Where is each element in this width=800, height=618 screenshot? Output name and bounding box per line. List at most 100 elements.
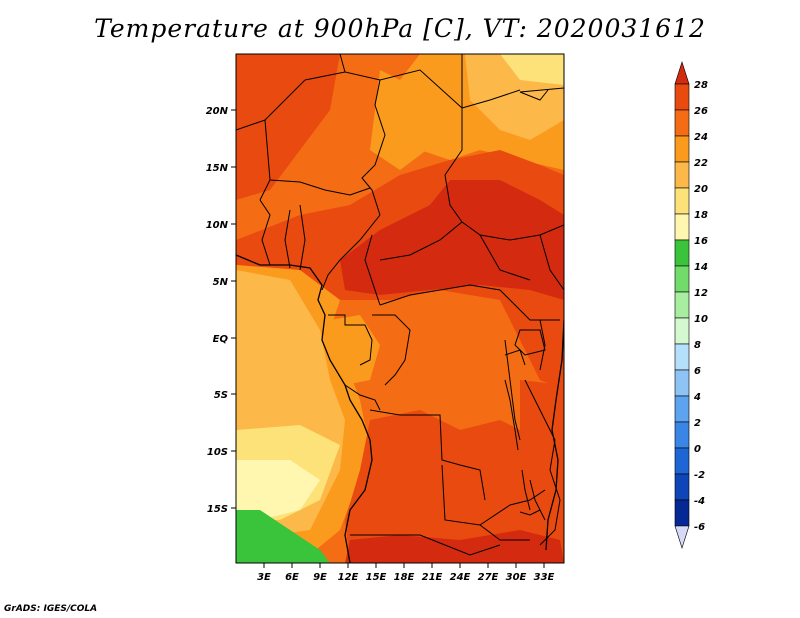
colorbar-segment: [674, 239, 690, 267]
border-benin: [299, 204, 306, 271]
border-tanzania: [524, 379, 556, 471]
colorbar-segment: [674, 343, 690, 371]
colorbar-segment: [674, 291, 690, 319]
field-east-hot: [520, 380, 564, 470]
chart-title: Temperature at 900hPa [C], VT: 202003161…: [94, 14, 706, 43]
coastline-east-africa: [545, 319, 564, 551]
lon-label-6e: 6E: [285, 572, 299, 583]
colorbar-label: 8: [694, 340, 701, 351]
colorbar-label: 4: [693, 392, 701, 403]
border-malawi: [529, 479, 546, 521]
colorbar-segment: [674, 447, 690, 475]
colorbar-segment: [674, 317, 690, 345]
border-cameroon: [364, 234, 381, 306]
latitude-axis: 20N 15N 10N 5N EQ 5S 10S 15S: [206, 106, 236, 515]
border-drc-west: [344, 384, 381, 411]
colorbar-label: 6: [694, 366, 701, 377]
border-mozambique-east: [539, 469, 561, 546]
border-nigeria: [269, 179, 371, 196]
colorbar-segment: [674, 265, 690, 293]
colorbar-label: 18: [694, 210, 708, 221]
colorbar-label: 24: [694, 132, 708, 143]
country-borders: [236, 54, 564, 563]
colorbar-label: 10: [694, 314, 708, 325]
field-north-west-hot: [236, 54, 340, 200]
colorbar-label: -2: [694, 470, 705, 481]
grads-credit: GrADS: IGES/COLA: [4, 604, 98, 614]
lon-label-12e: 12E: [338, 572, 359, 583]
colorbar-segment: [674, 499, 690, 527]
field-congo-basin-mild: [330, 315, 380, 385]
field-north-central-warm: [370, 70, 440, 170]
lake-malawi: [521, 469, 531, 511]
lon-label-27e: 27E: [478, 572, 499, 583]
colorbar-segment: [674, 135, 690, 163]
colorbar-max-arrow: [674, 61, 690, 85]
lat-label-15s: 15S: [207, 504, 228, 515]
border-sudan-north: [461, 89, 521, 109]
border-zimbabwe: [479, 524, 530, 541]
border-mozambique: [519, 509, 541, 516]
colorbar-label: 22: [694, 158, 708, 169]
field-southwest-green: [236, 510, 330, 563]
colorbar-segment: [674, 161, 690, 189]
lat-label-20n: 20N: [206, 106, 229, 117]
field-south-interior-hot: [345, 410, 564, 563]
border-mali-niger: [304, 71, 346, 81]
field-atlantic-coolest: [236, 460, 320, 520]
lake-tanganyika: [504, 379, 519, 451]
colorbar-label: 26: [694, 106, 708, 117]
lon-label-15e: 15E: [366, 572, 387, 583]
lat-label-10s: 10S: [207, 447, 228, 458]
lat-label-5s: 5S: [214, 390, 228, 401]
lon-label-33e: 33E: [534, 572, 555, 583]
border-drc-north: [379, 284, 521, 311]
colorbar-label: 14: [694, 262, 708, 273]
lon-label-21e: 21E: [422, 572, 443, 583]
border-south-sudan: [479, 224, 564, 241]
lat-label-10n: 10N: [206, 220, 229, 231]
lat-label-eq: EQ: [213, 334, 229, 345]
border-burkina: [259, 199, 271, 266]
colorbar-segment: [674, 421, 690, 449]
field-south-hottest: [345, 530, 564, 563]
colorbar-label: 28: [694, 80, 708, 91]
colorbar-segment: [674, 473, 690, 501]
border-sahara: [339, 54, 463, 110]
border-zambia: [441, 464, 546, 526]
map-frame: [235, 53, 565, 564]
border-kenya: [539, 319, 546, 371]
border-nigeria-cameroon: [321, 214, 381, 291]
colorbar-segment: [674, 369, 690, 397]
lon-label-18e: 18E: [394, 572, 415, 583]
lat-label-15n: 15N: [206, 163, 229, 174]
border-uganda: [519, 309, 560, 321]
border-north-west: [236, 119, 271, 201]
border-ghana-togo: [284, 209, 291, 269]
border-drc-angola: [369, 409, 486, 501]
border-gabon: [328, 314, 373, 366]
colorbar-label: -6: [694, 522, 705, 533]
coastline-west-africa: [236, 254, 373, 563]
colorbar-segment: [674, 109, 690, 137]
colorbar-label: 2: [694, 418, 701, 429]
longitude-axis: 3E 6E 9E 12E 15E 18E 21E 24E 27E 30E 33E: [257, 563, 555, 583]
colorbar-label: 12: [694, 288, 708, 299]
border-drc-east: [504, 339, 521, 441]
border-kenya-ethiopia: [519, 87, 564, 101]
lon-label-3e: 3E: [257, 572, 271, 583]
border-niger-chad: [361, 79, 386, 216]
lat-label-5n: 5N: [213, 277, 229, 288]
colorbar-label: 20: [694, 184, 708, 195]
border-algeria-niger: [264, 79, 306, 121]
colorbar-min-arrow: [674, 525, 690, 549]
border-sudan: [444, 108, 463, 223]
colorbar-segment: [674, 213, 690, 241]
field-congo-basin-warm: [345, 310, 520, 400]
field-north-east-cool: [500, 54, 564, 85]
lon-label-9e: 9E: [313, 572, 327, 583]
temperature-field: [236, 54, 564, 563]
colorbar-segment: [674, 187, 690, 215]
